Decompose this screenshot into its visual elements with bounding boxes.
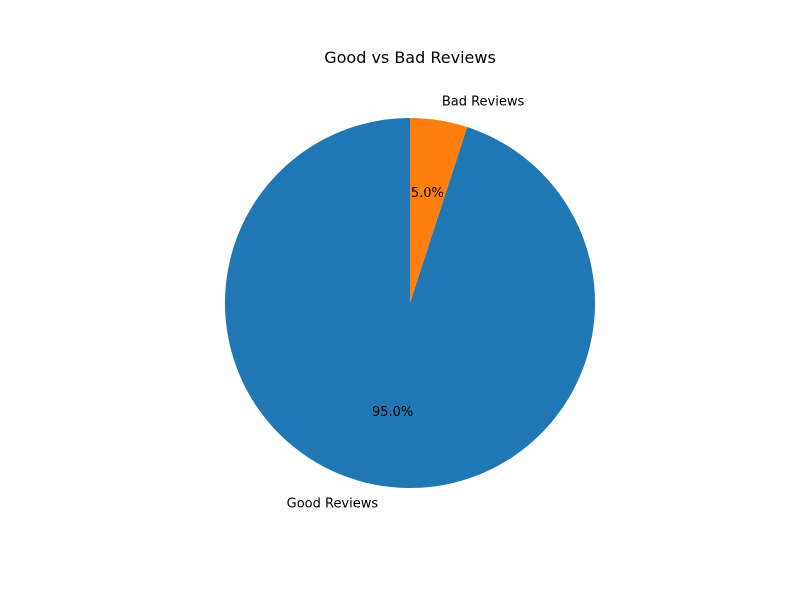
pie-slice-bad-reviews (410, 118, 468, 303)
slice-percent-bad-reviews: 5.0% (411, 186, 444, 201)
slices-layer (224, 118, 596, 489)
labels-layer: Good Reviews 95.0% Bad Reviews 5.0% (287, 95, 525, 512)
slice-label-good-reviews: Good Reviews (287, 496, 379, 511)
slice-percent-good-reviews: 95.0% (372, 405, 413, 420)
chart-title: Good vs Bad Reviews (324, 48, 496, 67)
slice-label-bad-reviews: Bad Reviews (442, 95, 525, 110)
